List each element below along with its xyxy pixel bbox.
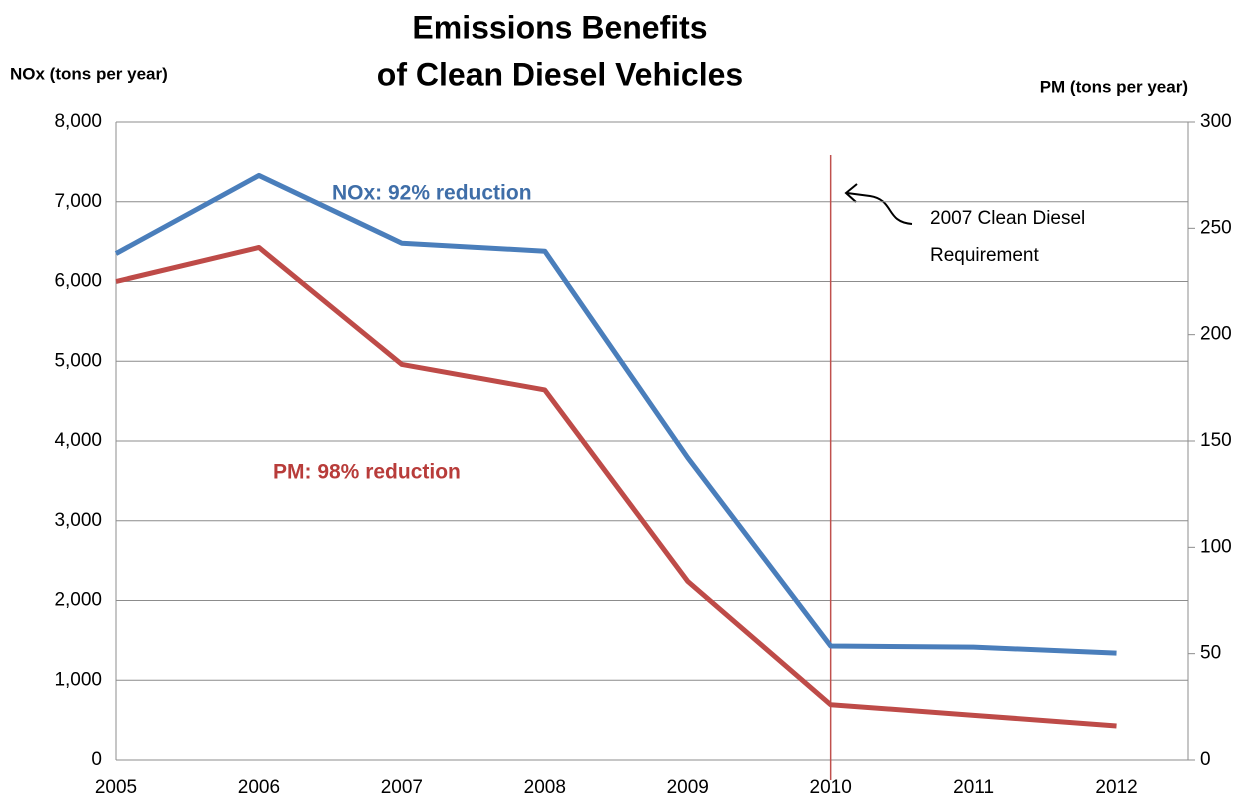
chart-title: of Clean Diesel Vehicles [377,56,743,92]
x-tick-label: 2012 [1095,777,1137,798]
y2-tick-label: 0 [1200,749,1211,770]
y2-tick-label: 200 [1200,324,1232,345]
annotation: NOx: 92% reduction [332,182,532,205]
y-axis-label: NOx (tons per year) [10,64,168,83]
y2-tick-label: 300 [1200,111,1232,132]
y2-tick-label: 50 [1200,643,1221,664]
y-tick-label: 6,000 [54,271,102,292]
y2-tick-label: 150 [1200,430,1232,451]
x-tick-label: 2007 [381,777,423,798]
x-tick-label: 2005 [95,777,137,798]
x-tick-label: 2009 [667,777,709,798]
y-tick-label: 7,000 [54,191,102,212]
annotation: 2007 Clean Diesel [930,208,1085,229]
y-tick-label: 8,000 [54,111,102,132]
x-tick-label: 2011 [953,777,994,798]
y-tick-label: 3,000 [54,510,102,531]
annotation: Requirement [930,245,1039,266]
x-tick-label: 2010 [810,777,852,798]
y2-tick-label: 250 [1200,217,1232,238]
y-tick-label: 4,000 [54,430,102,451]
line-series [114,172,1117,656]
y2-axis-label: PM (tons per year) [1040,77,1188,96]
y-tick-label: 1,000 [54,669,102,690]
y2-tick-label: 100 [1200,536,1232,557]
chart-title: Emissions Benefits [412,9,707,45]
annotation-arrow [844,183,913,225]
y-tick-label: 5,000 [54,350,102,371]
line-series [115,244,1117,729]
annotation: PM: 98% reduction [273,461,461,484]
x-tick-label: 2006 [238,777,280,798]
x-tick-label: 2008 [524,777,566,798]
y-tick-label: 2,000 [54,590,102,611]
y-tick-label: 0 [91,749,102,770]
